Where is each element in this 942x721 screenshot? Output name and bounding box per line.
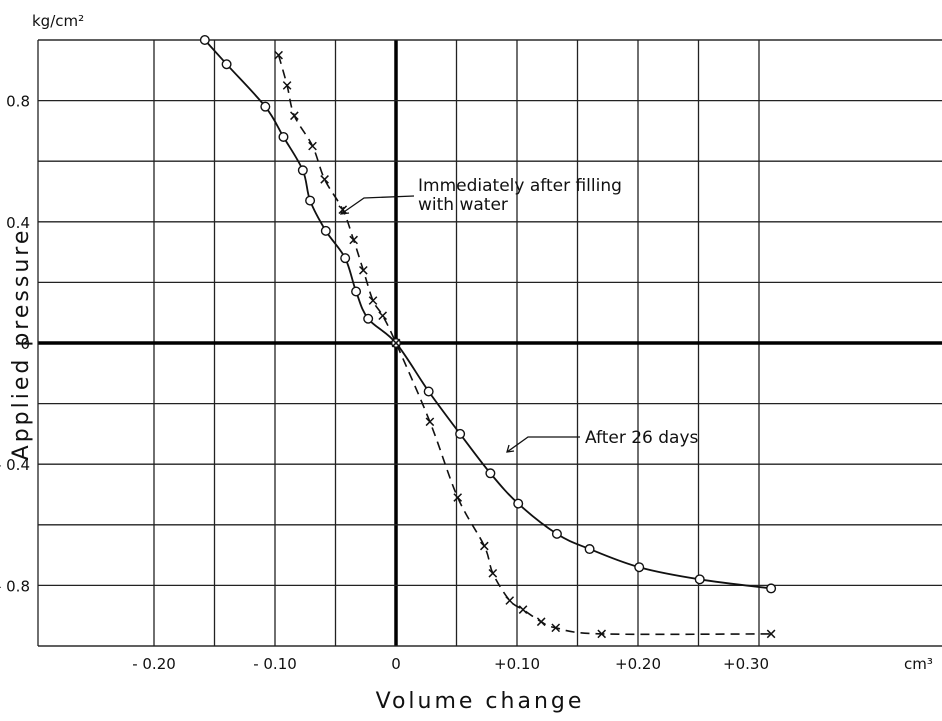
data-point-circle — [340, 253, 351, 264]
y-tick-label: - 0.8 — [0, 577, 30, 595]
grid — [37, 39, 942, 647]
y-axis-title: Applied pressure — [9, 228, 34, 461]
data-point-x — [479, 541, 489, 551]
data-point-x — [488, 568, 498, 578]
x-tick-label: - 0.20 — [132, 655, 176, 673]
data-point-x — [274, 50, 283, 60]
markers — [199, 35, 777, 639]
data-point-x — [453, 493, 463, 502]
data-point-x — [368, 296, 378, 305]
tick-labels: - 0.20 - 0.10 0 +0.10 +0.20 +0.30 0.8 0.4 0 - 0.4… — [0, 93, 769, 673]
data-point-x — [320, 175, 329, 184]
data-point-circle — [278, 131, 289, 142]
x-tick-label: +0.10 — [494, 655, 540, 673]
data-point-x — [282, 81, 292, 90]
data-point-x — [505, 596, 515, 605]
data-point-circle — [199, 35, 210, 46]
annotation-after26-leader — [506, 436, 580, 453]
x-tick-label: - 0.10 — [253, 655, 297, 673]
x-axis-title: Volume change — [376, 689, 585, 714]
data-point-circle — [351, 286, 362, 297]
y-tick-label: 0.8 — [6, 93, 30, 111]
y-tick-label: 0 — [20, 335, 30, 353]
annotation-immediate-line1: Immediately after filling — [418, 176, 622, 196]
data-point-circle — [584, 544, 595, 555]
data-point-circle — [551, 528, 562, 539]
annotation-after26: After 26 days — [506, 428, 699, 453]
data-point-circle — [305, 195, 316, 206]
data-point-x — [518, 605, 528, 614]
data-point-circle — [513, 498, 524, 509]
data-point-x — [391, 338, 401, 348]
annotation-immediate-leader — [340, 195, 415, 215]
annotation-after26-arrowhead — [506, 444, 515, 453]
annotation-after26-label: After 26 days — [585, 428, 699, 448]
data-point-circle — [455, 428, 466, 439]
data-point-x — [766, 629, 776, 639]
data-point-x — [358, 265, 368, 275]
data-point-circle — [221, 59, 232, 70]
series-immediately-line — [277, 54, 772, 636]
x-tick-label: +0.30 — [723, 655, 769, 673]
x-unit-label: cm³ — [904, 655, 933, 673]
curves — [204, 39, 772, 636]
data-point-circle — [260, 101, 271, 112]
data-point-circle — [766, 583, 777, 594]
data-point-circle — [297, 165, 308, 176]
x-tick-label: 0 — [391, 655, 401, 673]
data-point-x — [536, 617, 546, 627]
data-point-x — [308, 141, 317, 151]
data-point-x — [290, 111, 299, 121]
annotation-immediate-arrowhead — [339, 206, 350, 215]
data-point-circle — [485, 468, 496, 479]
x-tick-label: +0.20 — [615, 655, 661, 673]
data-point-circle — [320, 225, 331, 236]
series-after-26-days-line — [204, 39, 772, 590]
data-point-x — [597, 629, 607, 639]
data-point-circle — [363, 313, 374, 324]
annotation-immediate-line2: with water — [418, 195, 508, 215]
y-unit-label: kg/cm² — [32, 12, 84, 30]
data-point-circle — [423, 386, 434, 397]
annotation-immediate: Immediately after filling with water — [339, 176, 622, 215]
data-point-x — [349, 235, 358, 245]
data-point-circle — [634, 562, 645, 573]
data-point-x — [378, 311, 388, 321]
y-tick-label: 0.4 — [6, 214, 30, 232]
y-tick-label: - 0.4 — [0, 456, 30, 474]
data-point-x — [551, 623, 561, 633]
data-point-x — [425, 417, 435, 427]
data-point-circle — [694, 574, 705, 585]
